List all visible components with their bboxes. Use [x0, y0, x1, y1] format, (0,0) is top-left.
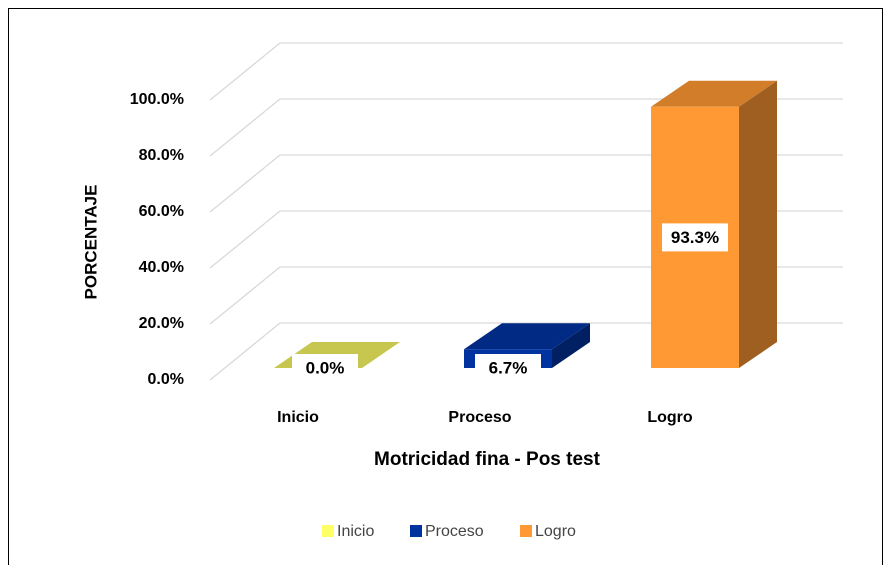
value-label-box — [662, 223, 728, 252]
x-tick-label: Inicio — [277, 409, 319, 426]
grid-line — [209, 98, 843, 157]
y-tick-label: 80.0% — [139, 147, 184, 164]
value-label: 6.7% — [489, 358, 528, 377]
bar-side — [739, 80, 777, 368]
bar-side — [552, 323, 590, 368]
y-tick-label: 40.0% — [139, 259, 184, 276]
legend-label: Inicio — [337, 523, 374, 540]
y-tick-label: 0.0% — [148, 371, 184, 388]
x-tick-label: Logro — [647, 409, 693, 426]
bar-top — [651, 80, 777, 107]
legend-label: Logro — [535, 523, 576, 540]
chart-frame — [8, 8, 883, 565]
x-axis-label: Motricidad fina - Pos test — [374, 449, 601, 470]
legend-label: Proceso — [425, 523, 484, 540]
value-label-box — [292, 354, 358, 382]
legend-swatch — [410, 525, 422, 537]
legend-swatch — [520, 525, 532, 537]
x-tick-label: Proceso — [448, 409, 511, 426]
y-tick-label: 20.0% — [139, 315, 184, 332]
value-label: 0.0% — [306, 358, 345, 377]
bar-top — [464, 323, 590, 350]
y-tick-label: 100.0% — [130, 91, 184, 108]
legend-swatch — [322, 525, 334, 537]
grid-line — [209, 42, 843, 101]
value-label-box — [475, 354, 541, 382]
value-label: 93.3% — [671, 228, 719, 247]
y-axis-label: PORCENTAJE — [81, 185, 100, 300]
y-tick-label: 60.0% — [139, 203, 184, 220]
